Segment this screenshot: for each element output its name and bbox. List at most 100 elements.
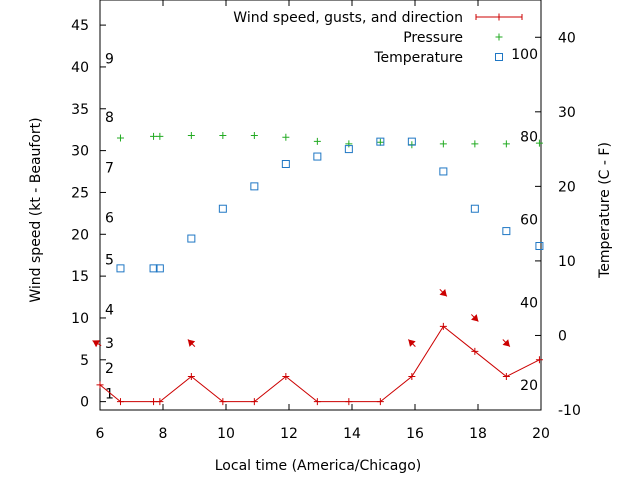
y-right-tick-label: 30 bbox=[558, 105, 576, 121]
wind-speed-point bbox=[250, 398, 258, 406]
pressure-point bbox=[116, 134, 124, 142]
temperature-point bbox=[149, 264, 158, 273]
wind-direction-arrow bbox=[407, 339, 416, 347]
wind-speed-point bbox=[471, 347, 479, 355]
x-tick-label: 10 bbox=[217, 426, 235, 442]
ticks: 6 8 10 12 14 16 18 20051015202530354045-1001020… bbox=[71, 0, 581, 442]
pressure-point bbox=[345, 140, 353, 148]
x-axis-label: Local time (America/Chicago) bbox=[215, 458, 421, 474]
legend-wind-marker bbox=[495, 13, 503, 21]
temperature-point bbox=[407, 137, 416, 146]
temperature-point bbox=[344, 145, 353, 154]
fahrenheit-labels: 20 40 60 80 100 bbox=[511, 47, 538, 394]
y-right-tick-label: 10 bbox=[558, 254, 576, 270]
wind-speed-point bbox=[535, 356, 543, 364]
pressure-point bbox=[535, 139, 543, 147]
x-tick-label: 18 bbox=[469, 426, 487, 442]
arrow-head bbox=[92, 340, 101, 348]
legend-pressure-marker bbox=[495, 33, 503, 41]
beaufort-label: 2 bbox=[105, 361, 114, 377]
beaufort-label: 3 bbox=[105, 336, 114, 352]
wind-speed-line bbox=[99, 325, 540, 403]
wind-direction-arrow bbox=[502, 339, 511, 347]
temperature-point bbox=[502, 227, 511, 236]
fahrenheit-label: 100 bbox=[511, 47, 538, 63]
pressure-point bbox=[471, 140, 479, 148]
temperature-point bbox=[187, 234, 196, 243]
fahrenheit-label: 60 bbox=[520, 212, 538, 228]
series-marks bbox=[96, 132, 544, 406]
x-tick-label: 12 bbox=[280, 426, 298, 442]
temperature-point bbox=[313, 152, 322, 161]
y-left-tick-label: 40 bbox=[71, 60, 89, 76]
y-left-axis-label: Wind speed (kt - Beaufort) bbox=[28, 117, 44, 302]
wind-speed-point bbox=[376, 398, 384, 406]
arrow-head bbox=[471, 314, 479, 322]
legend-label: Pressure bbox=[403, 30, 463, 46]
wind-speed-point bbox=[187, 373, 195, 381]
pressure-point bbox=[376, 138, 384, 146]
wind-speed-point bbox=[150, 398, 158, 406]
y-right-tick-label: 0 bbox=[558, 328, 567, 344]
y-right-tick-label: 40 bbox=[558, 30, 576, 46]
wind-speed-point bbox=[156, 398, 164, 406]
wind-direction-arrow bbox=[187, 339, 196, 347]
temperature-point bbox=[250, 182, 259, 191]
temperature-point bbox=[470, 204, 479, 213]
wind-speed-point bbox=[313, 398, 321, 406]
arrow-head bbox=[439, 289, 447, 297]
beaufort-label: 8 bbox=[105, 110, 114, 126]
arrow-head bbox=[408, 339, 416, 347]
y-left-tick-label: 20 bbox=[71, 227, 89, 243]
wind-direction-arrow bbox=[92, 340, 102, 348]
wind-speed-point bbox=[345, 398, 353, 406]
y-left-tick-label: 5 bbox=[80, 353, 89, 369]
legend-label: Wind speed, gusts, and direction bbox=[233, 10, 463, 26]
pressure-point bbox=[219, 132, 227, 140]
y-left-tick-label: 25 bbox=[71, 185, 89, 201]
temperature-point bbox=[116, 264, 125, 273]
beaufort-label: 9 bbox=[105, 52, 114, 68]
pressure-point bbox=[156, 132, 164, 140]
fahrenheit-label: 40 bbox=[520, 295, 538, 311]
y-left-tick-label: 15 bbox=[71, 269, 89, 285]
wind-direction-arrow bbox=[439, 288, 448, 297]
temperature-point bbox=[376, 137, 385, 146]
beaufort-label: 6 bbox=[105, 211, 114, 227]
arrow-head bbox=[187, 339, 196, 347]
wind-speed-point bbox=[408, 373, 416, 381]
beaufort-label: 7 bbox=[105, 160, 114, 176]
pressure-point bbox=[313, 137, 321, 145]
pressure-point bbox=[439, 140, 447, 148]
y-left-tick-label: 10 bbox=[71, 311, 89, 327]
x-tick-label: 20 bbox=[532, 426, 550, 442]
wind-speed-point bbox=[96, 381, 104, 389]
fahrenheit-label: 80 bbox=[520, 130, 538, 146]
pressure-point bbox=[187, 132, 195, 140]
temperature-point bbox=[281, 160, 290, 168]
pressure-point bbox=[150, 132, 158, 140]
y-left-tick-label: 35 bbox=[71, 102, 89, 118]
x-tick-label: 8 bbox=[159, 426, 168, 442]
y-right-tick-label: -10 bbox=[558, 403, 581, 419]
wind-speed-point bbox=[282, 373, 290, 381]
pressure-point bbox=[502, 140, 510, 148]
y-right-axis-label: Temperature (C - F) bbox=[597, 142, 613, 279]
plot-frame bbox=[99, 0, 542, 411]
temperature-point bbox=[155, 264, 164, 273]
beaufort-label: 4 bbox=[105, 303, 114, 319]
beaufort-labels: 1 2 3 4 5 6 7 8 9 bbox=[105, 52, 114, 403]
y-right-tick-label: 20 bbox=[558, 179, 576, 195]
pressure-point bbox=[282, 133, 290, 141]
temperature-point bbox=[439, 167, 448, 176]
x-tick-label: 6 bbox=[96, 426, 105, 442]
wind-speed-point bbox=[219, 398, 227, 406]
wind-direction-arrows bbox=[92, 288, 511, 348]
arrow-head bbox=[502, 339, 510, 347]
y-left-tick-label: 45 bbox=[71, 18, 89, 34]
wind-speed-point bbox=[116, 398, 124, 406]
wind-speed-point bbox=[502, 373, 510, 381]
beaufort-label: 1 bbox=[105, 386, 114, 402]
